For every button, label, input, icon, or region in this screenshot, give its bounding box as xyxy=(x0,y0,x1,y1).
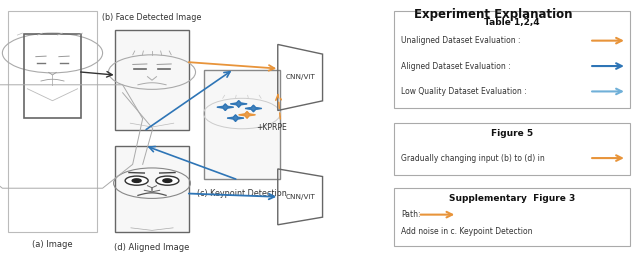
Text: (d) Aligned Image: (d) Aligned Image xyxy=(115,243,189,251)
Text: CNN/ViT: CNN/ViT xyxy=(285,194,315,200)
Bar xyxy=(394,11,630,108)
Polygon shape xyxy=(245,105,262,112)
Bar xyxy=(24,34,81,118)
Text: (b) Face Detected Image: (b) Face Detected Image xyxy=(102,13,202,22)
Text: (c) Keypoint Detection: (c) Keypoint Detection xyxy=(197,189,287,198)
Text: Figure 5: Figure 5 xyxy=(491,129,533,138)
Polygon shape xyxy=(227,115,244,121)
Text: CNN/ViT: CNN/ViT xyxy=(285,74,315,81)
Text: Low Quality Dataset Evaluation :: Low Quality Dataset Evaluation : xyxy=(401,87,527,96)
Circle shape xyxy=(156,176,179,185)
Polygon shape xyxy=(239,112,255,118)
Circle shape xyxy=(163,179,172,182)
Bar xyxy=(394,188,630,246)
Circle shape xyxy=(132,179,141,182)
Bar xyxy=(115,30,189,130)
Text: Add noise in c. Keypoint Detection: Add noise in c. Keypoint Detection xyxy=(401,227,532,236)
Bar xyxy=(115,146,189,232)
Text: Unaligned Dataset Evaluation :: Unaligned Dataset Evaluation : xyxy=(401,36,521,45)
Circle shape xyxy=(125,176,148,185)
Polygon shape xyxy=(217,104,234,110)
Text: +KPRPE: +KPRPE xyxy=(256,122,287,132)
Text: Table 1,2,4: Table 1,2,4 xyxy=(484,18,540,27)
Bar xyxy=(8,11,97,232)
Bar xyxy=(204,70,280,179)
Text: Experiment Explanation: Experiment Explanation xyxy=(413,8,572,21)
Bar xyxy=(394,123,630,175)
Text: Aligned Dataset Evaluation :: Aligned Dataset Evaluation : xyxy=(401,61,511,71)
Text: Supplementary  Figure 3: Supplementary Figure 3 xyxy=(449,194,575,202)
Text: (a) Image: (a) Image xyxy=(32,240,73,249)
Text: Gradually changing input (b) to (d) in: Gradually changing input (b) to (d) in xyxy=(401,154,545,163)
Polygon shape xyxy=(230,101,247,107)
Text: Path:: Path: xyxy=(401,210,420,219)
